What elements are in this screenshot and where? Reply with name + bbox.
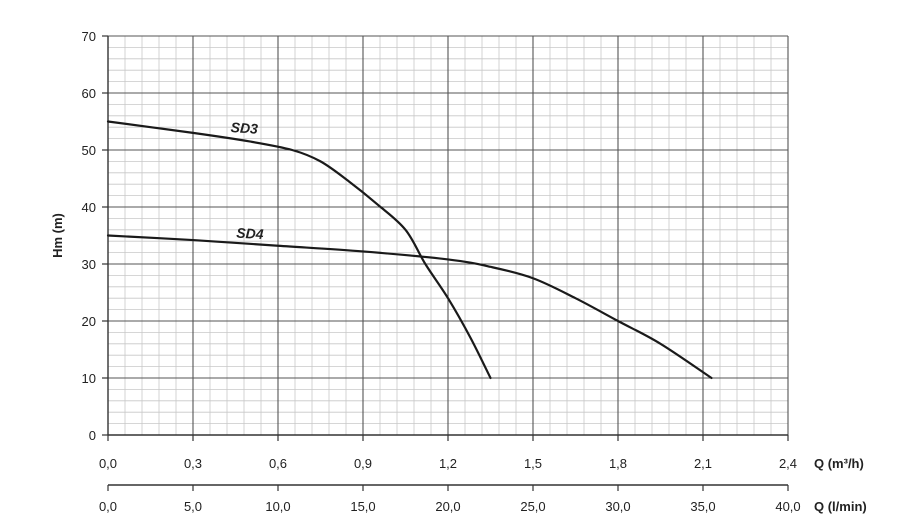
x-tick-label-secondary: 5,0: [184, 499, 202, 514]
x-tick-label-primary: 0,9: [354, 456, 372, 471]
x-tick-label-primary: 0,3: [184, 456, 202, 471]
y-tick-label: 20: [82, 314, 96, 329]
x-tick-label-secondary: 40,0: [775, 499, 800, 514]
y-axis-title: Hm (m): [50, 213, 65, 258]
series-label-sd3: SD3: [230, 119, 258, 137]
axes: [102, 35, 789, 491]
x-tick-label-secondary: 20,0: [435, 499, 460, 514]
y-tick-label: 60: [82, 86, 96, 101]
series-line-sd3: [106, 120, 492, 380]
x-tick-label-secondary: 25,0: [520, 499, 545, 514]
x-tick-label-primary: 2,1: [694, 456, 712, 471]
x-tick-label-primary: 0,0: [99, 456, 117, 471]
x-tick-label-secondary: 30,0: [605, 499, 630, 514]
y-tick-label: 0: [89, 428, 96, 443]
series-line-sd4: [106, 234, 713, 380]
y-tick-label: 70: [82, 29, 96, 44]
x-tick-label-secondary: 0,0: [99, 499, 117, 514]
x-tick-label-secondary: 35,0: [690, 499, 715, 514]
y-tick-label: 30: [82, 257, 96, 272]
x-tick-label-primary: 1,5: [524, 456, 542, 471]
series-lines: [106, 120, 713, 380]
y-tick-label: 40: [82, 200, 96, 215]
x-tick-label-primary: 2,4: [779, 456, 797, 471]
x-tick-label-primary: 1,2: [439, 456, 457, 471]
x-axis-title-secondary: Q (l/min): [814, 499, 867, 514]
grid: [108, 35, 789, 435]
y-tick-label: 10: [82, 371, 96, 386]
x-tick-label-primary: 1,8: [609, 456, 627, 471]
series-label-sd4: SD4: [236, 225, 264, 242]
x-tick-label-primary: 0,6: [269, 456, 287, 471]
y-tick-label: 50: [82, 143, 96, 158]
labels: 0 10 20 30 40 50 60 70 0,0 0,3 0,6 0,9 1,2 1,5 1,8 2,1 2…: [50, 29, 867, 514]
x-axis-title-primary: Q (m³/h): [814, 456, 864, 471]
x-tick-label-secondary: 15,0: [350, 499, 375, 514]
x-tick-label-secondary: 10,0: [265, 499, 290, 514]
